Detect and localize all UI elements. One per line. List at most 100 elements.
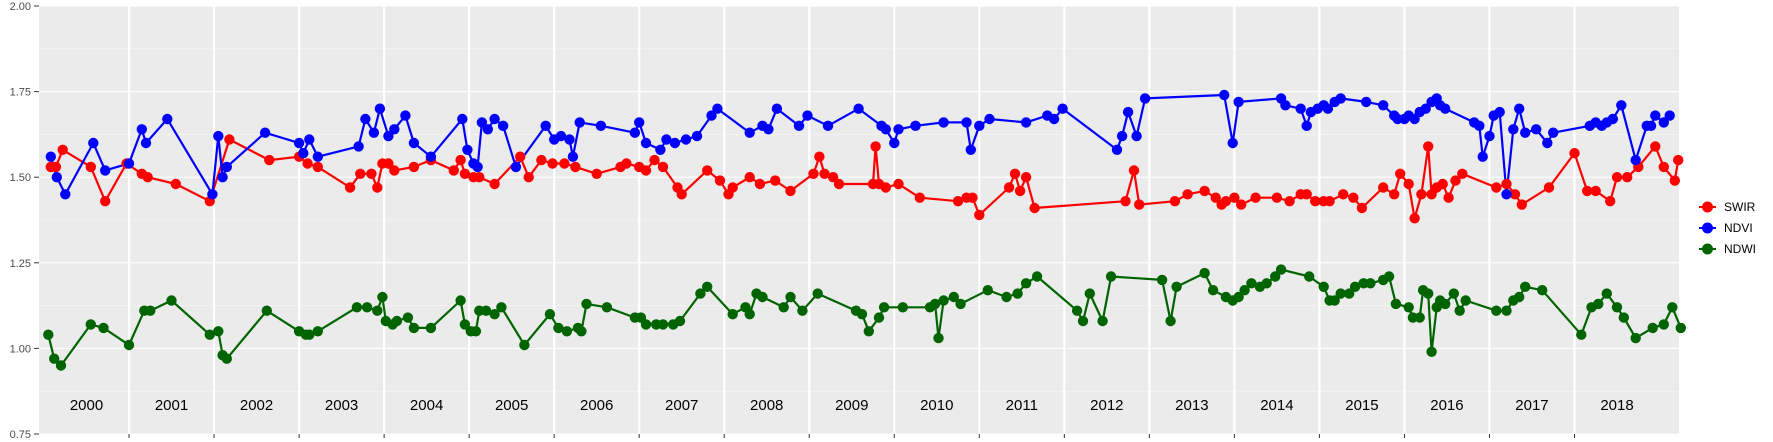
data-point-ndwi	[1630, 332, 1641, 344]
y-tick-label: 0.75	[10, 429, 31, 441]
data-point-ndwi	[1031, 271, 1043, 282]
data-point-ndwi	[581, 298, 592, 310]
data-point-swir	[170, 178, 181, 190]
data-point-swir	[1378, 182, 1389, 193]
series-points	[43, 89, 1687, 371]
year-label: 2013	[1175, 397, 1208, 414]
x-axis	[128, 434, 1575, 438]
y-axis: 0.75 1.00 1.25 1.50 1.75 2.00	[10, 1, 39, 441]
data-point-ndvi	[1630, 154, 1641, 166]
data-point-ndwi	[640, 319, 652, 330]
data-point-ndvi	[368, 127, 380, 138]
data-point-swir	[1658, 161, 1670, 173]
data-point-swir	[591, 168, 602, 179]
data-point-ndvi	[574, 117, 585, 128]
data-point-swir	[649, 154, 660, 166]
data-point-swir	[770, 175, 781, 186]
data-point-swir	[1356, 202, 1368, 214]
data-point-swir	[1128, 165, 1140, 176]
data-point-ndwi	[933, 332, 944, 344]
data-point-ndwi	[897, 302, 908, 313]
data-point-ndvi	[1440, 103, 1451, 114]
data-point-ndvi	[802, 110, 813, 121]
data-point-ndvi	[1664, 110, 1675, 121]
data-point-swir	[1543, 182, 1555, 193]
data-point-swir	[57, 144, 68, 155]
data-point-ndwi	[1460, 295, 1471, 306]
data-point-ndwi	[519, 339, 530, 351]
data-point-swir	[1220, 196, 1232, 207]
data-point-ndvi	[893, 124, 904, 135]
data-point-ndvi	[1484, 130, 1495, 142]
data-point-ndwi	[1246, 278, 1257, 289]
data-point-swir	[870, 141, 881, 152]
data-point-ndvi	[555, 130, 567, 142]
data-point-ndvi	[1111, 144, 1123, 155]
data-point-ndvi	[1494, 106, 1505, 118]
data-point-ndwi	[496, 302, 507, 313]
data-point-ndvi	[1508, 124, 1519, 135]
data-point-ndwi	[123, 339, 135, 351]
data-point-swir	[1301, 189, 1312, 200]
data-point-swir	[536, 154, 547, 166]
data-point-ndvi	[1650, 110, 1661, 121]
data-point-ndwi	[1199, 267, 1210, 279]
data-point-ndwi	[948, 291, 959, 303]
data-point-ndwi	[1012, 288, 1023, 299]
data-point-ndwi	[744, 309, 755, 320]
data-point-ndwi	[955, 298, 966, 310]
data-point-ndwi	[1207, 285, 1219, 296]
data-point-ndvi	[207, 189, 218, 200]
data-point-ndwi	[221, 353, 232, 364]
data-point-ndvi	[1122, 106, 1134, 118]
data-point-ndvi	[213, 130, 224, 142]
data-point-ndwi	[797, 305, 808, 316]
data-point-ndvi	[1520, 127, 1531, 138]
data-point-ndvi	[1378, 100, 1389, 111]
data-point-ndvi	[712, 103, 723, 114]
data-point-ndwi	[856, 309, 868, 320]
data-point-swir	[224, 134, 235, 145]
data-point-ndwi	[1020, 278, 1032, 289]
data-point-swir	[714, 175, 726, 186]
data-point-ndvi	[974, 120, 985, 131]
data-point-ndwi	[480, 305, 492, 316]
data-point-ndwi	[778, 302, 789, 313]
data-point-ndvi	[298, 148, 309, 159]
data-point-ndwi	[1501, 305, 1512, 316]
data-point-ndvi	[462, 144, 473, 155]
data-point-ndwi	[1349, 281, 1361, 292]
data-point-ndvi	[1139, 93, 1151, 104]
data-point-ndwi	[55, 360, 67, 371]
data-point-swir	[547, 158, 558, 169]
data-point-ndwi	[43, 329, 54, 340]
data-point-swir	[1509, 189, 1521, 200]
data-point-ndvi	[408, 137, 420, 149]
data-point-ndwi	[863, 326, 874, 337]
legend-key-dot	[1702, 201, 1713, 213]
data-point-swir	[1403, 178, 1414, 190]
data-point-ndwi	[1084, 288, 1096, 299]
data-point-ndwi	[1601, 288, 1613, 299]
data-point-swir	[1134, 199, 1145, 210]
data-point-ndwi	[425, 322, 437, 334]
legend-label: NDVI	[1724, 221, 1753, 235]
data-point-swir	[1338, 189, 1349, 200]
data-point-swir	[1389, 189, 1400, 200]
data-point-swir	[814, 151, 825, 162]
data-point-ndwi	[1239, 285, 1250, 296]
data-point-swir	[1182, 189, 1193, 200]
data-point-ndwi	[1514, 291, 1525, 303]
year-label: 2010	[920, 397, 953, 414]
data-point-ndvi	[45, 151, 56, 162]
data-point-ndvi	[1607, 113, 1619, 125]
data-point-ndvi	[304, 134, 315, 145]
data-point-ndvi	[984, 113, 995, 125]
data-point-ndwi	[873, 312, 885, 323]
data-point-ndwi	[1423, 288, 1434, 299]
data-point-ndwi	[166, 295, 177, 306]
data-point-ndvi	[1131, 130, 1142, 142]
data-point-ndvi	[1361, 96, 1372, 108]
data-point-ndwi	[1261, 278, 1272, 289]
data-point-ndvi	[771, 103, 783, 114]
